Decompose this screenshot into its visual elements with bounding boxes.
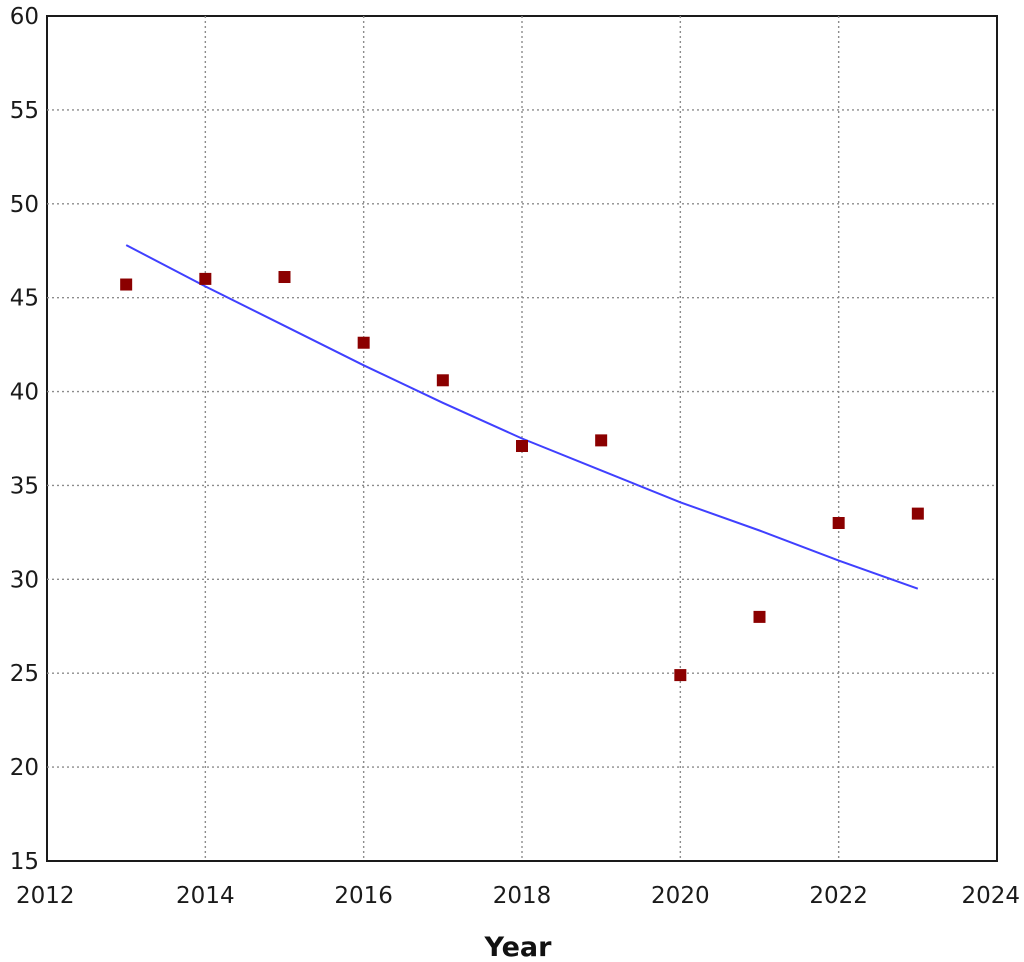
x-tick-label: 2022 <box>809 883 868 909</box>
data-point <box>120 278 133 291</box>
x-tick-label: 2014 <box>176 883 235 909</box>
y-tick-label: 55 <box>10 98 39 124</box>
trend-line <box>125 244 919 590</box>
y-axis-ticks: 15 20 25 30 35 40 45 50 55 60 <box>10 4 39 875</box>
data-point <box>595 434 608 447</box>
x-tick-label: 2012 <box>16 883 75 909</box>
series-layer <box>120 244 924 682</box>
data-point <box>516 440 528 453</box>
x-tick-label: 2016 <box>334 883 393 909</box>
data-point <box>357 336 370 349</box>
y-tick-label: 60 <box>10 4 39 30</box>
data-point <box>199 272 212 285</box>
y-tick-label: 30 <box>10 567 39 593</box>
data-point <box>911 507 924 520</box>
x-tick-label: 2018 <box>493 883 552 909</box>
data-point <box>674 669 687 682</box>
y-tick-label: 35 <box>10 473 39 499</box>
grid <box>47 16 997 861</box>
y-tick-label: 50 <box>10 192 39 218</box>
x-tick-label: 2020 <box>651 883 710 909</box>
data-point <box>436 374 449 387</box>
y-tick-label: 40 <box>10 380 39 406</box>
y-tick-label: 20 <box>10 755 39 781</box>
data-point <box>753 610 766 623</box>
data-point <box>832 517 845 529</box>
x-axis-ticks: 2012 2014 2016 2018 2020 2022 2024 <box>16 883 1020 909</box>
data-point <box>278 271 291 284</box>
y-tick-label: 25 <box>10 661 39 687</box>
x-axis-title: Year <box>484 932 553 962</box>
y-tick-label: 45 <box>10 286 39 312</box>
y-tick-label: 15 <box>10 849 39 875</box>
x-tick-label: 2024 <box>961 883 1020 909</box>
